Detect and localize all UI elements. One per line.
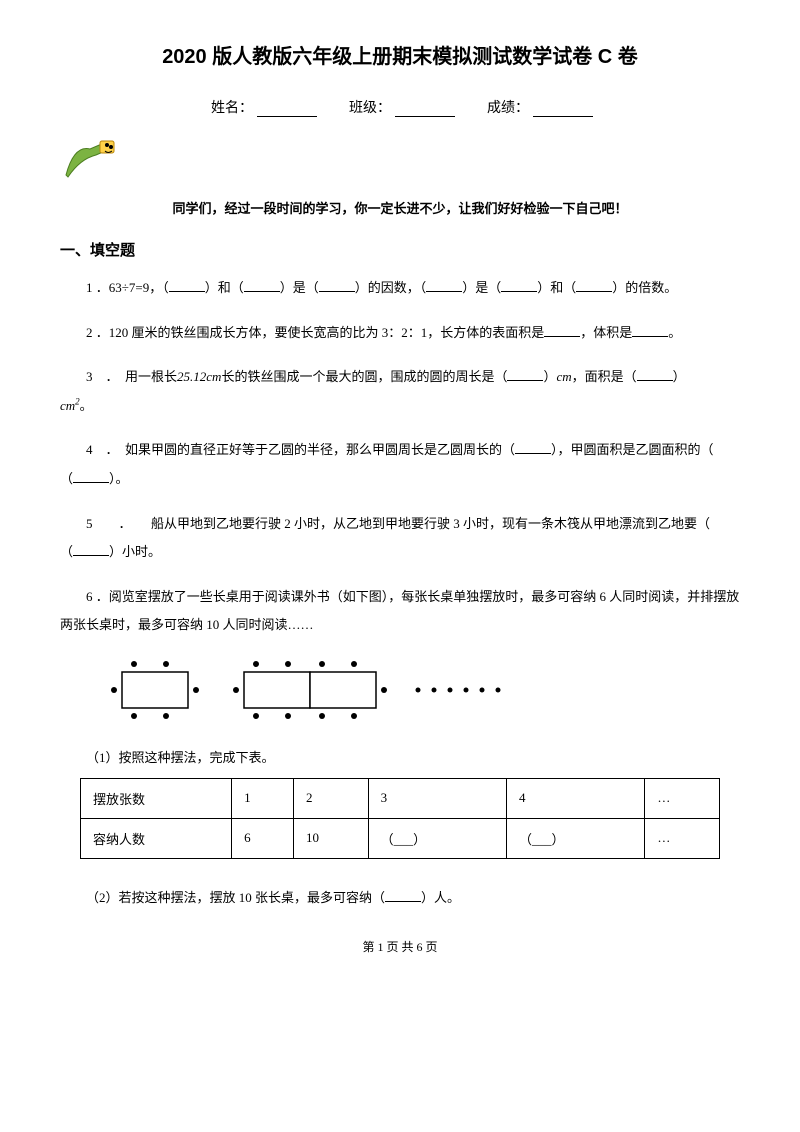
section-title: 一、填空题 [60,239,740,260]
table-row: 摆放张数 1 2 3 4 … [81,778,720,818]
q1-blank3[interactable] [319,279,355,292]
cell: 3 [368,778,506,818]
page-title: 2020 版人教版六年级上册期末模拟测试数学试卷 C 卷 [60,40,740,69]
q2: 2 ．120 厘米的铁丝围成长方体，要使长宽高的比为 3：2：1，长方体的表面积… [60,319,740,348]
cell: 1 [232,778,294,818]
q1-blank6[interactable] [576,279,612,292]
cell: 10 [293,818,368,858]
q6: 6 ．阅览室摆放了一些长桌用于阅读课外书（如下图），每张长桌单独摆放时，最多可容… [60,583,740,640]
cell: … [645,818,720,858]
q4: 4 ． 如果甲圆的直径正好等于乙圆的半径，那么甲圆周长是乙圆周长的（），甲圆面积… [60,436,740,493]
q4-blank1[interactable] [515,441,551,454]
encourage-text: 同学们，经过一段时间的学习，你一定长进不少，让我们好好检验一下自己吧！ [60,198,740,217]
cell: 2 [293,778,368,818]
q1-blank4[interactable] [426,279,462,292]
name-label: 姓名： [211,101,253,116]
q2-blank1[interactable] [544,324,580,337]
class-blank[interactable] [395,102,455,117]
cell-blank[interactable]: （___） [368,818,506,858]
q1: 1 ．63÷7=9，（）和（）是（）的因数，（）是（）和（）的倍数。 [60,274,740,303]
cell: … [645,778,720,818]
q1-blank2[interactable] [244,279,280,292]
q6-sub1: （1）按照这种摆法，完成下表。 [60,747,740,766]
q3: 3 ． 用一根长25.12cm长的铁丝围成一个最大的圆，围成的圆的周长是（）cm… [60,363,740,420]
q4-blank2[interactable] [73,470,109,483]
cell-row1-label: 摆放张数 [81,778,232,818]
cell-row2-label: 容纳人数 [81,818,232,858]
q5: 5 ． 船从甲地到乙地要行驶 2 小时，从乙地到甲地要行驶 3 小时，现有一条木… [60,510,740,567]
cell: 6 [232,818,294,858]
q6-sub2-blank[interactable] [385,889,421,902]
q5-blank1[interactable] [73,543,109,556]
table-row: 容纳人数 6 10 （___） （___） … [81,818,720,858]
score-label: 成绩： [487,101,529,116]
pencil-icon [60,135,740,186]
page-footer: 第 1 页 共 6 页 [60,938,740,955]
cell-blank[interactable]: （___） [506,818,644,858]
q3-blank2[interactable] [637,368,673,381]
class-label: 班级： [349,101,391,116]
q1-blank1[interactable] [169,279,205,292]
q3-blank1[interactable] [507,368,543,381]
q6-table: 摆放张数 1 2 3 4 … 容纳人数 6 10 （___） （___） … [80,778,720,859]
q1-blank5[interactable] [501,279,537,292]
cell: 4 [506,778,644,818]
score-blank[interactable] [533,102,593,117]
q6-sub2: （2）若按这种摆法，摆放 10 张长桌，最多可容纳（）人。 [60,887,740,906]
header-fields: 姓名： 班级： 成绩： [60,97,740,117]
table-arrangement-diagram [108,656,740,731]
name-blank[interactable] [257,102,317,117]
q2-blank2[interactable] [632,324,668,337]
